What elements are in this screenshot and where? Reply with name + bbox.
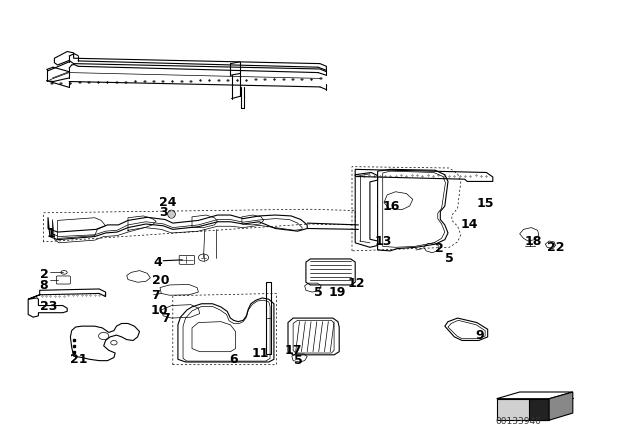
Text: 11: 11 xyxy=(252,347,269,361)
Text: 2: 2 xyxy=(40,267,49,281)
Text: 9: 9 xyxy=(475,328,483,342)
Text: 2: 2 xyxy=(435,242,444,255)
Text: 24: 24 xyxy=(159,196,176,209)
Text: 1: 1 xyxy=(46,227,55,241)
Text: 19: 19 xyxy=(329,285,346,299)
Text: 14: 14 xyxy=(461,218,478,232)
Text: 12: 12 xyxy=(348,276,365,290)
Polygon shape xyxy=(549,392,573,420)
Text: 3: 3 xyxy=(159,206,167,220)
Text: 4: 4 xyxy=(154,255,163,269)
Text: 8: 8 xyxy=(40,279,48,292)
Text: 23: 23 xyxy=(40,300,57,314)
Text: 18: 18 xyxy=(525,234,542,248)
Text: 17: 17 xyxy=(285,344,302,357)
Text: 00133940: 00133940 xyxy=(495,418,541,426)
Text: 7: 7 xyxy=(161,312,170,326)
Polygon shape xyxy=(529,399,549,420)
Text: 15: 15 xyxy=(477,197,494,211)
Polygon shape xyxy=(497,392,573,399)
Text: 21: 21 xyxy=(70,353,88,366)
Text: 5: 5 xyxy=(445,252,454,265)
FancyBboxPatch shape xyxy=(497,399,549,420)
Text: 5: 5 xyxy=(314,285,323,299)
Text: 20: 20 xyxy=(152,273,169,287)
Text: 6: 6 xyxy=(229,353,237,366)
Text: 13: 13 xyxy=(375,234,392,248)
Text: 22: 22 xyxy=(547,241,564,254)
Text: 16: 16 xyxy=(383,199,400,213)
Text: 5: 5 xyxy=(294,354,303,367)
Text: 7: 7 xyxy=(151,289,160,302)
Text: 10: 10 xyxy=(151,303,168,317)
